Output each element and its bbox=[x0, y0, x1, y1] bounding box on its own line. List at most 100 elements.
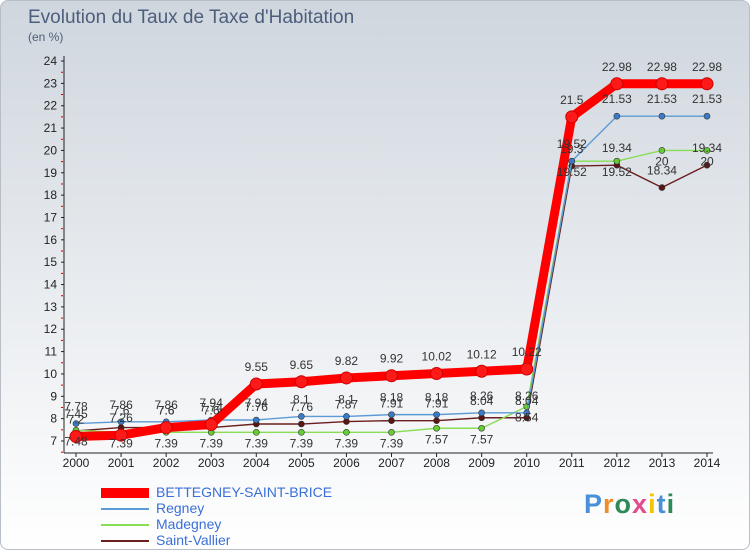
data-label: 7.39 bbox=[154, 436, 178, 450]
y-tick-label: 18 bbox=[44, 188, 58, 202]
series-point bbox=[249, 377, 263, 391]
logo-letter: o bbox=[614, 489, 633, 519]
legend-swatch-regney bbox=[101, 508, 149, 510]
logo-letter: i bbox=[648, 489, 657, 519]
y-tick-label: 10 bbox=[44, 367, 58, 381]
data-label: 7.57 bbox=[470, 432, 494, 446]
legend-swatch-madegney bbox=[101, 524, 149, 526]
data-label: 8.26 bbox=[515, 389, 539, 403]
data-label: 7.76 bbox=[245, 400, 269, 414]
series-point bbox=[298, 413, 305, 420]
y-tick-label: 22 bbox=[44, 99, 58, 113]
series-point bbox=[204, 417, 218, 431]
data-label: 22.98 bbox=[647, 60, 677, 74]
data-label: 7.6 bbox=[158, 404, 175, 418]
series-point bbox=[478, 409, 485, 417]
data-label: 9.82 bbox=[335, 354, 359, 368]
data-label: 8.18 bbox=[425, 391, 449, 405]
series-point bbox=[294, 375, 308, 389]
series-point bbox=[430, 366, 444, 380]
logo-letter: r bbox=[603, 489, 615, 519]
data-label: 7.74 bbox=[200, 400, 224, 414]
y-tick-label: 20 bbox=[44, 143, 58, 157]
data-label: 22.98 bbox=[692, 60, 722, 74]
y-axis-unit-label: (en %) bbox=[28, 30, 64, 44]
series-point bbox=[610, 77, 624, 91]
data-label: 19.52 bbox=[557, 165, 587, 179]
data-label: 19.34 bbox=[692, 141, 722, 155]
data-label: 10.22 bbox=[512, 345, 542, 359]
series-point bbox=[385, 369, 398, 383]
data-label: 9.65 bbox=[290, 358, 314, 372]
x-tick-label: 2009 bbox=[468, 456, 495, 470]
data-label: 19.52 bbox=[557, 137, 587, 151]
data-label: 8.04 bbox=[515, 394, 539, 408]
data-label: 7.91 bbox=[425, 397, 449, 411]
y-tick-label: 14 bbox=[44, 278, 58, 292]
series-point bbox=[117, 418, 125, 426]
legend-label-regney: Regney bbox=[156, 500, 205, 516]
data-label: 7.39 bbox=[335, 436, 359, 450]
data-label: 21.53 bbox=[602, 92, 632, 106]
x-tick-label: 2002 bbox=[153, 456, 180, 470]
data-label: 18.34 bbox=[647, 164, 677, 178]
series-point bbox=[298, 420, 305, 428]
series-point bbox=[613, 157, 621, 165]
y-tick-label: 9 bbox=[50, 389, 57, 403]
series-point bbox=[252, 416, 260, 424]
proxiti-logo: Proxiti bbox=[584, 489, 675, 520]
data-label: 19.52 bbox=[602, 165, 632, 179]
y-tick-label: 13 bbox=[44, 300, 58, 314]
data-label: 7.86 bbox=[154, 398, 178, 412]
logo-letter: t bbox=[656, 489, 667, 519]
series-point bbox=[658, 147, 666, 154]
x-tick-label: 2011 bbox=[559, 456, 585, 470]
series-point bbox=[703, 112, 711, 120]
series-point bbox=[523, 409, 531, 417]
data-label: 7.57 bbox=[425, 432, 449, 446]
y-tick-label: 24 bbox=[44, 54, 58, 68]
data-label: 7.6 bbox=[113, 404, 130, 418]
data-label: 9.92 bbox=[380, 352, 404, 366]
series-point bbox=[478, 424, 485, 432]
data-label: 8.1 bbox=[338, 392, 355, 406]
legend-label-madegney: Madegney bbox=[156, 516, 222, 532]
data-label: 10.02 bbox=[422, 349, 452, 363]
series-point bbox=[298, 428, 305, 436]
logo-letter: i bbox=[666, 489, 676, 519]
data-label: 7.45 bbox=[64, 407, 88, 421]
data-label: 7.39 bbox=[380, 436, 404, 450]
x-tick-label: 2001 bbox=[108, 456, 135, 470]
series-point bbox=[343, 413, 350, 420]
y-tick-label: 19 bbox=[44, 166, 58, 180]
series-point bbox=[339, 371, 353, 385]
data-label: 8.18 bbox=[380, 391, 404, 405]
data-label: 7.2 bbox=[68, 413, 85, 427]
x-tick-label: 2014 bbox=[694, 456, 721, 470]
x-tick-label: 2013 bbox=[649, 456, 676, 470]
series-point bbox=[658, 112, 666, 120]
series-point bbox=[343, 428, 350, 436]
chart-title: Evolution du Taux de Taxe d'Habitation bbox=[28, 7, 355, 28]
series-point bbox=[388, 411, 395, 418]
series-point bbox=[69, 430, 83, 444]
x-tick-label: 2012 bbox=[604, 456, 631, 470]
data-label: 7.6 bbox=[203, 404, 220, 418]
legend-swatch-bettegney bbox=[101, 488, 149, 498]
y-tick-label: 23 bbox=[44, 76, 58, 90]
series-point bbox=[388, 417, 395, 424]
data-label: 7.6 bbox=[158, 404, 175, 418]
x-tick-label: 2010 bbox=[513, 456, 540, 470]
logo-letter: P bbox=[584, 489, 604, 519]
y-tick-label: 11 bbox=[45, 345, 58, 359]
series-point bbox=[114, 428, 128, 442]
legend-label-saint-vallier: Saint-Vallier bbox=[156, 532, 231, 548]
series-point bbox=[700, 77, 714, 91]
data-label: 9.55 bbox=[245, 360, 269, 374]
y-tick-label: 12 bbox=[44, 322, 58, 336]
data-label: 7.48 bbox=[64, 434, 88, 448]
data-label: 7.94 bbox=[200, 396, 224, 410]
series-point bbox=[658, 184, 666, 191]
x-tick-label: 2004 bbox=[243, 456, 270, 470]
